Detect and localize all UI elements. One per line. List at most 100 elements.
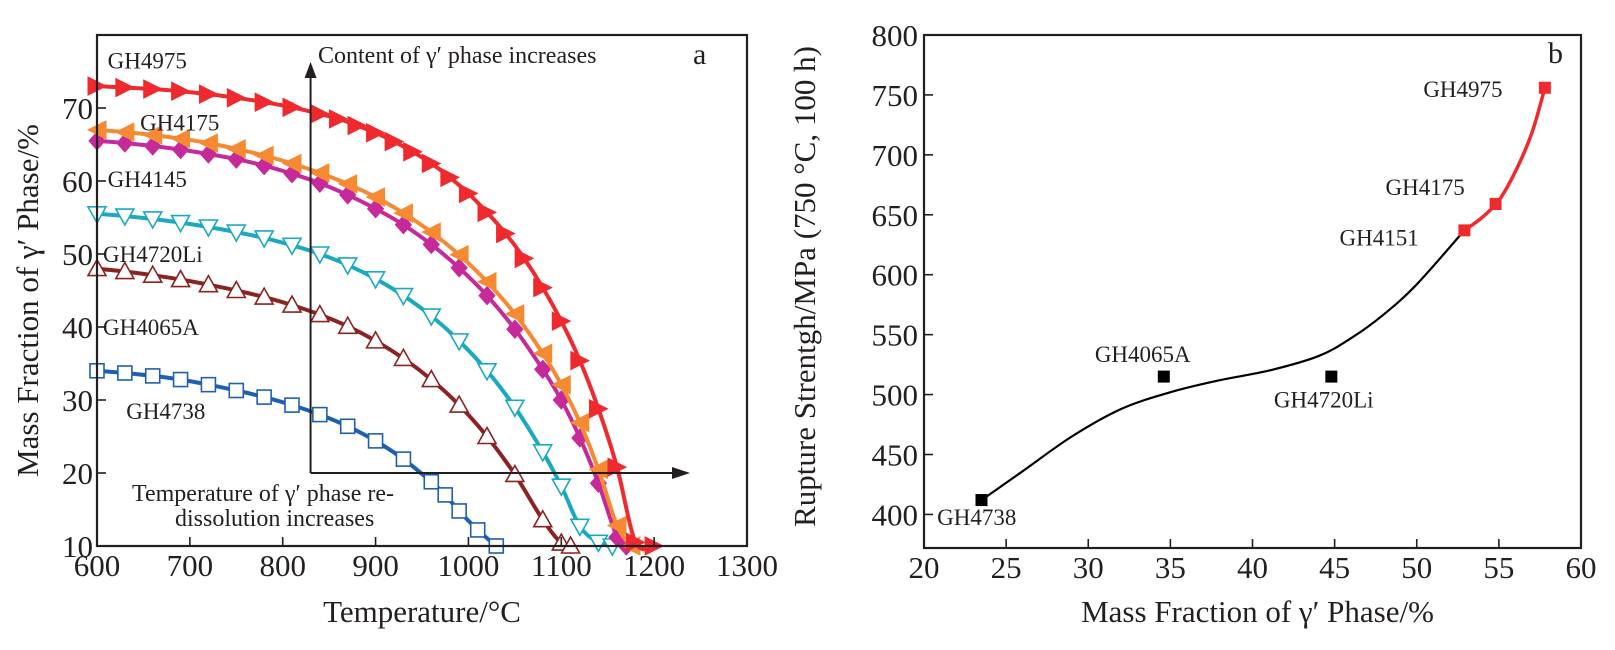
panel-b-x-tick-label: 25 (991, 550, 1022, 585)
data-point-gh4738 (117, 365, 133, 381)
panel-a-y-tick-label: 30 (62, 383, 93, 418)
data-point-gh4065a (281, 294, 303, 313)
data-point-gh4175 (606, 515, 627, 536)
panel-b-y-tick-label: 750 (872, 78, 919, 113)
data-point-gh4720li (142, 211, 164, 230)
data-point-gh4738 (312, 406, 328, 423)
data-point-gh4175 (421, 222, 441, 242)
panel-a-y-tick-label: 70 (62, 91, 93, 126)
data-point-gh4738 (172, 371, 189, 388)
panel-b-y-tick-label: 550 (872, 318, 919, 353)
point-label-gh4065a: GH4065A (1095, 342, 1191, 367)
data-point-gh4175 (309, 163, 330, 183)
panel-b-y-tick-label: 800 (872, 18, 919, 53)
data-point-gh4975 (440, 167, 460, 188)
panel-a-y-axis-title: Mass Fraction of γ′ Phase/% (10, 124, 45, 477)
panel-b-chart: GH4738GH4065AGH4720LiGH4151GH4175GH4975 … (787, 18, 1597, 629)
data-point-gh4145 (116, 133, 134, 153)
data-point-gh4175 (569, 412, 590, 433)
series-gh4975 (87, 76, 665, 556)
data-point-gh4720li (532, 444, 554, 463)
data-point-gh4720li (569, 518, 591, 537)
data-point-gh4975 (421, 153, 442, 174)
series-label-gh4738: GH4738 (126, 399, 205, 424)
data-point-gh4975 (496, 223, 516, 244)
data-point-gh4175 (393, 203, 413, 223)
data-point-gh4175 (551, 374, 571, 395)
data-point-gh4175 (198, 133, 218, 153)
fit-curve-red (1463, 87, 1547, 232)
panel-b-fit-curves (980, 87, 1547, 501)
panel-a-x-tick-label: 900 (352, 548, 399, 583)
panel-b-x-tick-label: 35 (1155, 550, 1186, 585)
data-point-gh4065a (532, 509, 554, 528)
data-point-gh4065a (170, 268, 191, 288)
panel-a-x-axis-title: Temperature/°C (323, 594, 521, 629)
data-point-gh4175 (114, 122, 135, 142)
data-point-gh4975 (198, 84, 219, 104)
data-point-gh4175 (142, 125, 163, 145)
series-label-gh4065a: GH4065A (103, 315, 199, 340)
series-line-gh4175 (96, 127, 633, 548)
data-point-gh4065a (225, 279, 247, 299)
data-point-gh4738 (975, 494, 988, 507)
data-point-gh4738 (451, 503, 467, 519)
data-point-gh4975 (254, 92, 275, 112)
data-point-gh4065a (448, 394, 470, 413)
data-point-gh4175 (281, 153, 302, 174)
data-point-gh4975 (477, 202, 498, 223)
data-point-gh4720li (198, 219, 219, 238)
panel-a-x-tick-label: 1200 (623, 548, 685, 583)
arrow-right-icon (672, 467, 690, 479)
data-point-gh4065a (142, 264, 164, 283)
data-point-gh4738 (256, 389, 272, 405)
data-point-gh4720li (420, 308, 442, 327)
data-point-gh4975 (1538, 81, 1551, 94)
data-point-gh4175 (170, 128, 191, 149)
data-point-gh4175 (449, 244, 469, 265)
data-point-gh4175 (504, 304, 525, 324)
data-point-gh4720li (393, 287, 414, 307)
data-point-gh4065a (1157, 370, 1170, 383)
data-point-gh4975 (403, 141, 423, 162)
series-gh4720li (86, 206, 623, 557)
panel-a-y-ticks: 10 20 30 40 50 60 70 (62, 91, 106, 564)
data-point-gh4738 (144, 368, 161, 384)
data-point-gh4738 (437, 487, 454, 503)
panel-b-x-tick-label: 50 (1401, 550, 1432, 585)
data-point-gh4738 (469, 522, 486, 538)
data-point-gh4065a (476, 425, 498, 445)
data-point-gh4975 (570, 350, 590, 371)
data-point-gh4975 (282, 97, 303, 118)
point-label-gh4175: GH4175 (1386, 175, 1465, 200)
data-point-gh4975 (514, 248, 535, 269)
data-point-gh4145 (394, 215, 413, 235)
series-label-gh4175: GH4175 (140, 111, 219, 136)
data-point-gh4145 (450, 258, 468, 278)
data-point-gh4738 (200, 376, 217, 393)
panel-a-x-tick-label: 600 (74, 548, 121, 583)
panel-a-x-tick-label: 1000 (437, 548, 499, 583)
data-point-gh4065a (420, 368, 442, 388)
panel-b-y-tick-label: 650 (872, 198, 919, 233)
panel-b-points (975, 81, 1551, 507)
panel-a-y-tick-label: 10 (62, 529, 93, 564)
series-gh4738 (89, 362, 505, 554)
data-point-gh4738 (395, 451, 412, 467)
data-point-gh4738 (367, 433, 384, 449)
panel-a-letter: a (693, 38, 706, 71)
data-point-gh4175 (476, 271, 497, 292)
panel-a-x-tick-label: 800 (259, 548, 306, 583)
data-point-gh4065a (365, 330, 386, 349)
data-point-gh4145 (534, 359, 552, 380)
point-label-gh4975: GH4975 (1423, 77, 1502, 102)
data-point-gh4175 (365, 187, 386, 207)
panel-a-x-tick-label: 1100 (531, 548, 592, 583)
panel-b-letter: b (1548, 37, 1563, 70)
data-point-gh4975 (551, 311, 572, 331)
data-point-gh4975 (226, 87, 247, 108)
panel-a-x-ticks: 600 700 800 900 1000 1100 1200 1300 (74, 537, 778, 583)
point-label-gh4720li: GH4720Li (1274, 387, 1374, 412)
data-point-gh4720li (170, 214, 191, 234)
series-label-gh4720li: GH4720Li (103, 242, 203, 267)
